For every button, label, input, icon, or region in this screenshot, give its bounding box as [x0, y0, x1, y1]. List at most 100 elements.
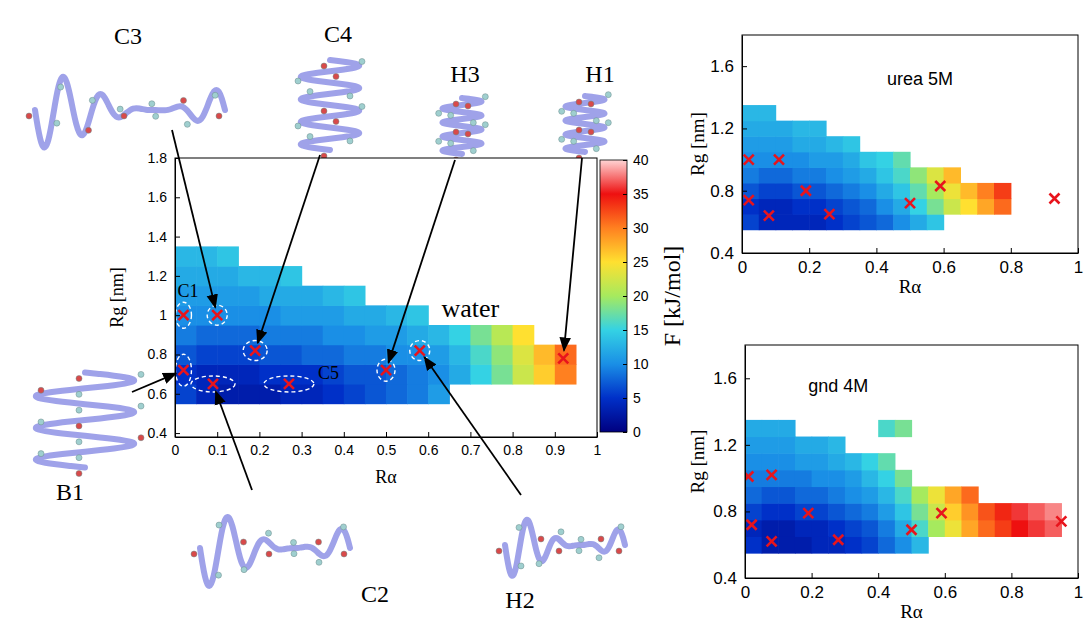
tick-label: 0.4: [335, 442, 355, 458]
heat-cell: [912, 536, 929, 553]
heat-cell: [778, 437, 795, 454]
atom: [117, 106, 123, 112]
atom: [76, 407, 82, 413]
heat-cell: [745, 536, 762, 553]
plot-area: [745, 345, 1078, 578]
atom: [138, 371, 144, 377]
plot-area: [175, 158, 597, 437]
tick-mark: [175, 433, 180, 434]
atom: [516, 524, 522, 530]
marker: [801, 186, 811, 196]
heat-cell: [217, 345, 239, 365]
heat-cell: [742, 105, 759, 121]
heat-cell: [960, 199, 977, 215]
heat-cell: [196, 325, 218, 345]
tick-mark: [745, 511, 750, 512]
marker: [558, 353, 568, 363]
atom: [465, 131, 471, 137]
atom: [347, 93, 353, 99]
atom: [593, 146, 599, 152]
atom: [538, 536, 544, 542]
heat-cell: [449, 364, 471, 384]
structure-label: C3: [114, 23, 142, 49]
heat-cell: [762, 437, 779, 454]
structure-label: C2: [361, 581, 389, 607]
heat-cell: [407, 345, 429, 365]
atom: [266, 530, 272, 536]
atom: [266, 551, 272, 557]
axis-line: [175, 159, 176, 438]
heat-cell: [745, 453, 762, 470]
atom: [38, 451, 44, 457]
heat-cell: [1011, 520, 1028, 537]
heat-cell: [776, 121, 793, 137]
atom: [138, 435, 144, 441]
heat-cell: [407, 384, 429, 404]
x-axis-title: Rα: [899, 276, 922, 297]
atom: [496, 548, 502, 554]
marker: [381, 365, 391, 375]
tick-mark: [513, 432, 514, 437]
heat-cell: [281, 325, 303, 345]
heat-cell: [742, 152, 759, 168]
tick: 1: [594, 432, 602, 458]
atom: [307, 89, 313, 95]
tick-label: 1.8: [148, 150, 168, 166]
tick: 0.1: [208, 432, 228, 458]
heat-cell: [862, 470, 879, 487]
tick: 0.8: [1000, 573, 1024, 602]
tick-label: 0.1: [208, 442, 228, 458]
heat-cell: [862, 453, 879, 470]
heat-cell: [217, 266, 239, 286]
tick-mark: [175, 276, 180, 277]
heat-cell: [792, 214, 809, 230]
tick-label: 15: [633, 322, 649, 338]
tick-label: 0.3: [292, 442, 312, 458]
tick: 0.4: [335, 432, 355, 458]
tick-mark: [302, 432, 303, 437]
atom: [216, 572, 222, 578]
ribbon: [35, 77, 225, 148]
tick-mark: [175, 197, 180, 198]
tick-mark: [623, 398, 627, 399]
heat-cell: [927, 199, 944, 215]
tick-label: 1: [1074, 258, 1083, 277]
marker: [745, 471, 753, 481]
atom: [333, 119, 339, 125]
atom: [605, 92, 611, 98]
structure-label: C4: [324, 21, 352, 47]
atom: [184, 121, 190, 127]
tick: 25: [623, 254, 649, 270]
tick-label: 1.6: [710, 57, 734, 76]
heat-cell: [776, 167, 793, 183]
atom: [291, 551, 297, 557]
marker: [747, 520, 757, 530]
heat-cell: [1028, 503, 1045, 520]
tick: 1.2: [148, 268, 180, 284]
atom: [470, 120, 476, 126]
heat-cell: [449, 325, 471, 345]
heat-cell: [843, 167, 860, 183]
heat-cell: [876, 199, 893, 215]
atom: [616, 548, 622, 554]
heat-cell: [323, 305, 345, 325]
heat-cell: [792, 136, 809, 152]
heat-cell: [428, 384, 450, 404]
tick: 5: [623, 390, 641, 406]
tick-mark: [344, 432, 345, 437]
tick-label: 0: [738, 258, 747, 277]
heat-cell: [1028, 520, 1045, 537]
heat-cell: [759, 183, 776, 199]
heat-cell: [776, 136, 793, 152]
ribbon: [36, 373, 134, 468]
heat-cell: [860, 199, 877, 215]
heat-cell: [344, 286, 366, 306]
heat-cell: [759, 167, 776, 183]
tick-label: 30: [633, 220, 649, 236]
heat-cell: [302, 345, 324, 365]
highlight: [175, 302, 191, 328]
x-axis-title: Rα: [375, 467, 397, 487]
heat-cell: [238, 364, 260, 384]
heat-cell: [812, 437, 829, 454]
heat-cell: [470, 364, 492, 384]
